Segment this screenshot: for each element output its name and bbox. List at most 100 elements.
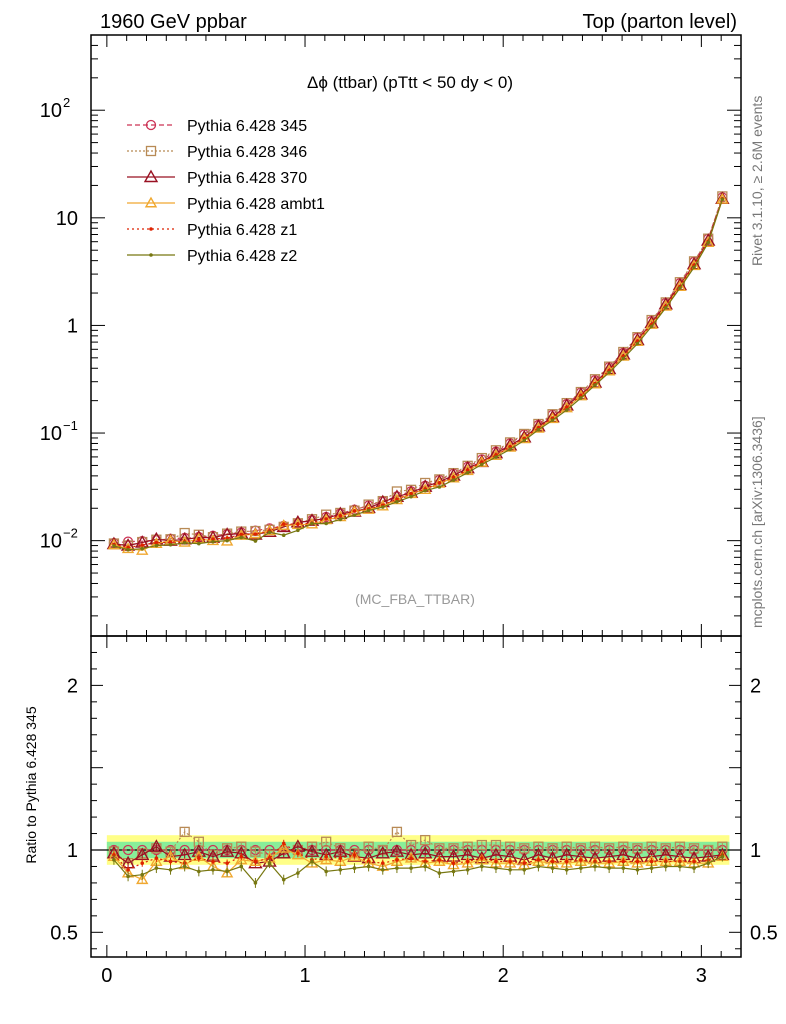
main-point-5-41: [692, 265, 696, 270]
main-point-5-29: [522, 438, 527, 443]
main-point-5-24: [451, 478, 456, 482]
main-point-5-18: [366, 508, 371, 513]
legend-marker-3: [144, 196, 158, 208]
ratio-point-5-16: [338, 867, 343, 872]
main-point-5-4: [168, 542, 173, 547]
main-point-3-19: [376, 499, 389, 511]
ratio-point-4-33: [579, 858, 583, 862]
plot-title: Δϕ (ttbar) (pTtt < 50 dy < 0): [307, 73, 513, 92]
ratio-point-4-26: [480, 856, 484, 861]
legend-marker-2: [143, 169, 159, 183]
ratio-point-5-19: [380, 867, 385, 872]
main-point-3-43: [716, 192, 729, 204]
ratio-point-4-29: [522, 861, 527, 865]
ratio-point-5-5: [182, 864, 187, 869]
main-point-5-12: [281, 533, 286, 538]
mcplots-label: mcplots.cern.ch [arXiv:1306.3436]: [749, 416, 765, 628]
ratio-point-2-3: [149, 839, 164, 852]
ratio-point-3-13: [291, 848, 305, 860]
main-point-3-2: [136, 543, 149, 555]
main-point-4-28: [508, 444, 512, 449]
y-tick-label: 1: [67, 315, 78, 337]
legend-label-2: Pythia 6.428 370: [187, 170, 307, 187]
ratio-point-5-7: [211, 867, 215, 872]
ratio-frame: [90, 635, 742, 958]
main-point-4-15: [324, 517, 328, 521]
ratio-point-5-38: [649, 866, 654, 870]
ratio-point-5-10: [253, 881, 258, 885]
ratio-point-4-9: [239, 854, 244, 859]
main-point-5-33: [579, 396, 583, 400]
ratio-point-4-28: [508, 859, 512, 864]
main-point-4-16: [338, 514, 343, 518]
ratio-point-4-24: [451, 861, 456, 865]
ratio-point-5-24: [451, 869, 456, 874]
y-tick-exponent: −2: [63, 526, 78, 541]
legend-marker-0: [145, 119, 157, 131]
main-point-5-13: [296, 528, 300, 533]
ratio-panel: 0 1 2 3 0.5 0.5 1 1 2 2: [50, 635, 778, 987]
y-tick-exponent: 2: [63, 95, 70, 110]
main-point-5-14: [310, 521, 314, 526]
main-series-5: [112, 197, 725, 552]
ratio-point-3-21: [404, 851, 418, 863]
main-point-5-16: [338, 517, 343, 522]
ratio-point-3-12: [277, 841, 290, 853]
ratio-point-4-41: [692, 859, 696, 864]
ratio-point-4-12: [281, 841, 286, 846]
main-point-5-35: [607, 370, 611, 375]
ratio-point-5-35: [607, 866, 611, 870]
main-point-5-28: [508, 447, 512, 452]
ratio-point-5-15: [324, 869, 328, 874]
ratio-point-5-12: [281, 877, 286, 882]
ratio-y-tick-label-right: 2: [750, 675, 761, 697]
ratio-point-1-25: [462, 841, 473, 852]
legend-label-3: Pythia 6.428 ambt1: [187, 196, 325, 213]
ratio-point-4-13: [296, 851, 300, 856]
ratio-point-5-14: [310, 859, 314, 864]
ratio-point-4-27: [494, 859, 498, 864]
main-point-5-40: [678, 286, 682, 290]
ratio-point-1-5: [179, 826, 190, 838]
ratio-point-5-26: [480, 864, 484, 869]
ratio-point-1-36: [618, 841, 629, 852]
ratio-point-4-15: [324, 854, 328, 859]
ratio-point-2-2: [135, 847, 150, 861]
ratio-point-4-19: [380, 861, 385, 865]
ratio-point-5-11: [267, 861, 272, 865]
main-point-4-20: [395, 497, 399, 502]
ratio-point-5-41: [692, 866, 696, 870]
main-point-3-39: [659, 299, 672, 311]
ratio-point-5-29: [522, 867, 527, 872]
ratio-point-4-23: [437, 858, 442, 862]
ratio-point-5-34: [593, 864, 597, 869]
main-point-5-10: [253, 539, 258, 543]
ratio-point-5-0: [112, 858, 116, 862]
main-point-4-7: [211, 537, 215, 541]
main-point-4-23: [437, 480, 442, 485]
ratio-point-5-43: [720, 854, 725, 859]
main-point-4-8: [225, 536, 229, 540]
ratio-point-5-37: [635, 867, 640, 872]
main-point-3-22: [419, 483, 432, 495]
main-point-4-24: [451, 475, 456, 480]
ratio-point-4-25: [465, 859, 470, 864]
main-series-2: [106, 191, 730, 551]
ratio-point-5-32: [564, 867, 569, 872]
main-point-5-23: [437, 485, 442, 489]
main-point-4-6: [197, 537, 201, 542]
main-point-4-3: [154, 540, 159, 545]
main-point-5-39: [663, 306, 668, 310]
ratio-y-tick-label: 0.5: [50, 922, 78, 944]
main-point-5-32: [564, 408, 569, 412]
main-point-3-18: [362, 503, 375, 514]
ratio-point-5-33: [579, 866, 583, 870]
ratio-point-5-20: [395, 866, 399, 870]
ratio-point-5-3: [154, 866, 159, 870]
main-point-4-4: [168, 540, 173, 545]
ratio-point-5-42: [706, 861, 711, 865]
main-point-4-33: [579, 393, 583, 398]
x-tick-label: 0: [101, 965, 112, 987]
